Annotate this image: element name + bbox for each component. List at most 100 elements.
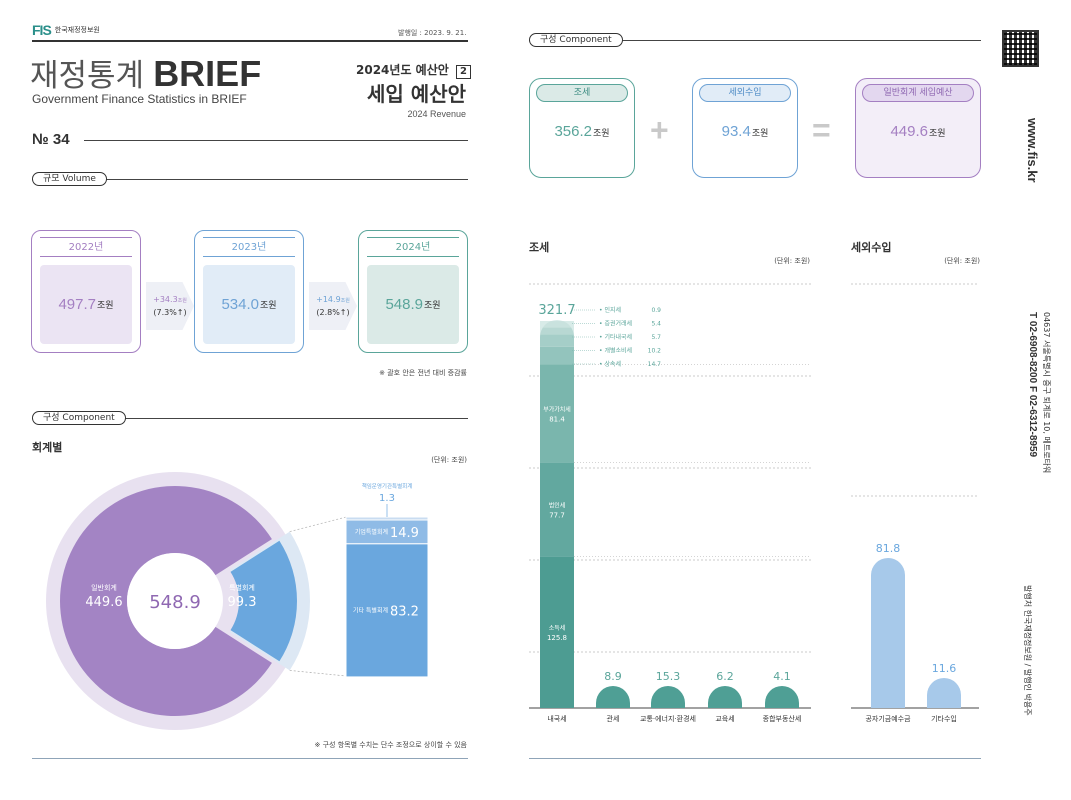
category-label: 기타수입 xyxy=(931,714,957,723)
donut-chart: 548.9 일반회계 449.6 특별회계 99.3 책임운영기관특별회계 1.3 기업특별회… xyxy=(46,472,429,730)
header-rule xyxy=(32,40,468,42)
breakdown-value: 83.2 xyxy=(390,604,419,619)
callout-label: • 상속세 xyxy=(599,360,621,368)
year-value-panel: 548.9 조원 xyxy=(367,265,459,344)
year-value-panel: 497.7 조원 xyxy=(40,265,132,344)
comp-value: 93.4조원 xyxy=(721,123,769,140)
year-value: 534.0 xyxy=(221,296,259,313)
qr-code xyxy=(1002,30,1039,67)
change-arrow-2: +14.9조원 (2.8%↑) xyxy=(309,282,357,330)
component-top-rule xyxy=(529,40,981,41)
issue-rule xyxy=(84,140,468,141)
callout-label: • 증권거래세 xyxy=(599,320,632,328)
volume-note: ※ 괄호 안은 전년 대비 증감률 xyxy=(379,369,467,377)
year-label: 2023년 xyxy=(203,237,295,257)
comp-box-general: 일반회계 세입예산 449.6조원 xyxy=(855,78,981,178)
category-label: 교육세 xyxy=(715,714,734,723)
callout-label: • 인지세 xyxy=(599,306,621,314)
breakdown-segment xyxy=(345,543,429,678)
bar-value: 6.2 xyxy=(716,670,734,683)
stack-label: 부가가치세 xyxy=(543,406,571,414)
bar xyxy=(708,686,742,708)
equals-sign: = xyxy=(812,112,831,148)
breakdown-value: 14.9 xyxy=(390,526,419,541)
change-amount: +14.9조원 xyxy=(316,295,350,304)
volume-tag: 규모 Volume xyxy=(32,172,107,186)
category-label: 공자기금예수금 xyxy=(865,714,911,723)
callout-value: 5.4 xyxy=(651,321,661,328)
breakdown-label: 책임운영기관특별회계 xyxy=(362,482,413,490)
tax-chart-title: 조세 xyxy=(529,241,550,254)
year-value: 497.7 xyxy=(58,296,96,313)
left-footer-rule xyxy=(32,758,468,759)
comp-box-nontax: 세외수입 93.4조원 xyxy=(692,78,798,178)
stack-segment xyxy=(540,319,574,337)
connector-top xyxy=(289,516,347,532)
nontax-chart-title: 세외수입 xyxy=(851,241,892,254)
donut-slice-general xyxy=(59,486,272,716)
donut-hole xyxy=(127,553,223,649)
title-en: BRIEF xyxy=(153,53,262,94)
plus-sign: + xyxy=(650,112,669,148)
year-box-2023: 2023년 534.0 조원 xyxy=(194,230,304,353)
slice-label-general: 일반회계 xyxy=(91,583,117,592)
right-footer-rule xyxy=(529,758,981,759)
comp-label: 세외수입 xyxy=(699,84,791,102)
slice-value-general: 449.6 xyxy=(85,595,122,610)
component-left-rule xyxy=(32,418,468,419)
phone: T 02-6908-8200 F 02-6312-8959 xyxy=(1027,312,1038,458)
unit: 조원 xyxy=(423,301,441,311)
logo: FIS 한국재정정보원 xyxy=(32,22,100,38)
series-label: 2024년도 예산안 2 xyxy=(356,61,471,79)
category-label: 교통·에너지·환경세 xyxy=(640,714,696,723)
unit: 조원 xyxy=(96,301,114,311)
stack-segment xyxy=(540,556,574,708)
bar xyxy=(927,678,961,708)
stack-segment xyxy=(540,327,574,335)
bar-value: 4.1 xyxy=(773,670,791,683)
year-box-2024: 2024년 548.9 조원 xyxy=(358,230,468,353)
category-label: 관세 xyxy=(607,714,620,723)
callout-value: 14.7 xyxy=(648,361,662,368)
nontax-chart-unit: (단위: 조원) xyxy=(944,257,980,265)
comp-value: 449.6조원 xyxy=(890,123,946,140)
slice-label-special: 특별회계 xyxy=(229,583,255,592)
stack-label: 소득세 xyxy=(549,624,566,632)
stack-segment xyxy=(540,346,574,365)
donut-slice-special xyxy=(230,540,298,662)
bar-value: 81.8 xyxy=(876,542,901,555)
category-label: 종합부동산세 xyxy=(763,714,802,723)
main-title-en: 2024 Revenue xyxy=(407,109,466,119)
change-amount: +34.3조원 xyxy=(153,295,187,304)
year-box-2022: 2022년 497.7 조원 xyxy=(31,230,141,353)
bar xyxy=(765,686,799,708)
comp-label: 일반회계 세입예산 xyxy=(862,84,974,102)
unit-label: (단위: 조원) xyxy=(431,456,467,464)
issue-number: № 34 xyxy=(32,131,70,148)
website-link[interactable]: www.fis.kr xyxy=(1025,118,1040,183)
change-rate: (7.3%↑) xyxy=(153,308,187,317)
breakdown-value: 1.3 xyxy=(379,493,395,504)
issue-date: 발행일 : 2023. 9. 21. xyxy=(398,29,467,37)
callout-value: 0.9 xyxy=(651,307,661,314)
comp-value: 356.2조원 xyxy=(554,123,610,140)
stack-segment xyxy=(540,334,574,347)
stack-value: 81.4 xyxy=(549,416,565,424)
nontax-bar-chart: 81.8 공자기금예수금 11.6 기타수입 xyxy=(851,283,979,723)
bar-value: 11.6 xyxy=(932,662,957,675)
subtitle-en: Government Finance Statistics in BRIEF xyxy=(32,92,247,106)
comp-box-tax: 조세 356.2조원 xyxy=(529,78,635,178)
year-value: 548.9 xyxy=(385,296,423,313)
component-left-note: ※ 구성 항목별 수치는 단수 조정으로 상이할 수 있음 xyxy=(314,741,467,749)
bar-value: 15.3 xyxy=(656,670,681,683)
year-label: 2024년 xyxy=(367,237,459,257)
component-left-tag: 구성 Component xyxy=(32,411,126,425)
connector-bottom xyxy=(289,670,347,677)
stack-segment xyxy=(540,321,574,328)
bar-value: 321.7 xyxy=(538,303,575,318)
main-title: 세입 예산안 xyxy=(367,82,466,106)
title-kr: 재정통계 xyxy=(30,58,145,94)
bar xyxy=(596,686,630,708)
bar xyxy=(651,686,685,708)
series-number: 2 xyxy=(455,65,471,79)
